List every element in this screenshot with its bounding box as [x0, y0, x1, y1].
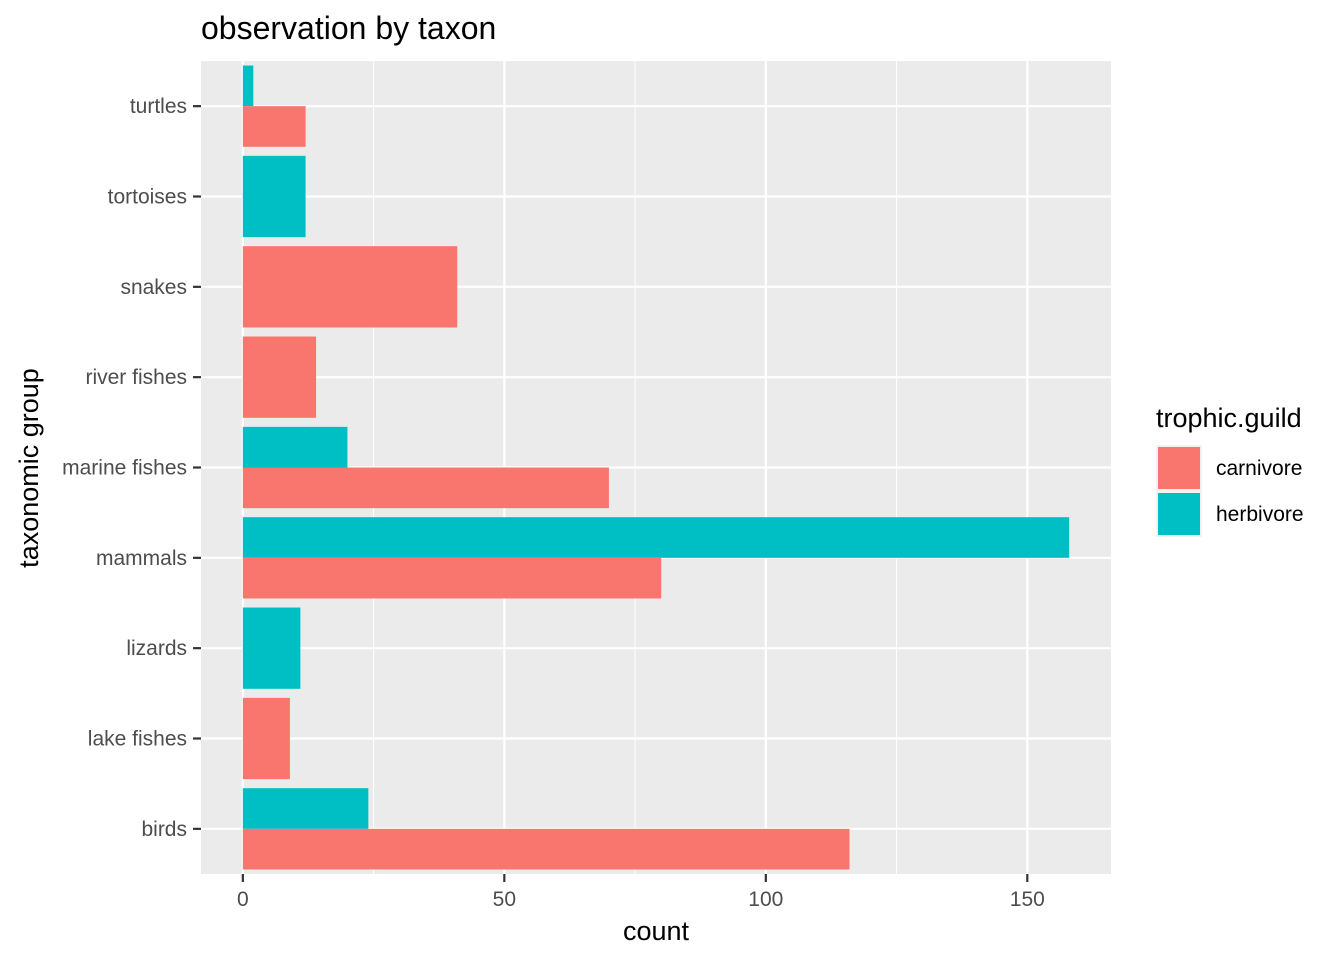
legend: trophic.guild carnivore herbivore — [1156, 403, 1304, 537]
y-tick-label: river fishes — [85, 366, 187, 389]
bar-herbivore-lizards — [242, 607, 301, 689]
y-tick-label: tortoises — [108, 186, 187, 209]
x-tick-label: 150 — [1010, 888, 1045, 911]
legend-swatch-herbivore — [1158, 493, 1200, 535]
y-axis-title: taxonomic group — [14, 368, 44, 568]
legend-title: trophic.guild — [1156, 403, 1302, 433]
y-tick-label: birds — [141, 818, 187, 841]
chart-title: observation by taxon — [201, 10, 496, 46]
x-tick-label: 50 — [493, 888, 516, 911]
bar-carnivore-marine-fishes — [242, 467, 609, 509]
bar-carnivore-snakes — [242, 246, 458, 328]
y-axis: birds lake fishes lizards mammals marine fis… — [62, 95, 201, 841]
bar-herbivore-tortoises — [242, 155, 306, 238]
legend-label-herbivore: herbivore — [1216, 503, 1304, 526]
bar-herbivore-mammals — [242, 517, 1070, 558]
legend-label-carnivore: carnivore — [1216, 457, 1302, 480]
bar-herbivore-turtles — [242, 65, 254, 107]
x-tick-label: 0 — [237, 888, 249, 911]
bar-herbivore-marine-fishes — [242, 426, 348, 468]
bar-carnivore-mammals — [242, 557, 662, 599]
bar-herbivore-birds — [242, 788, 369, 829]
y-tick-label: lizards — [126, 637, 187, 660]
bar-carnivore-turtles — [242, 106, 306, 147]
bar-carnivore-birds — [242, 828, 850, 870]
y-tick-label: snakes — [120, 276, 187, 299]
y-tick-label: mammals — [96, 547, 187, 570]
y-tick-label: lake fishes — [88, 728, 187, 751]
bar-carnivore-river-fishes — [242, 336, 317, 418]
x-axis: 0 50 100 150 — [237, 874, 1045, 911]
bar-carnivore-lake-fishes — [242, 697, 290, 780]
bars — [242, 65, 1070, 870]
x-tick-label: 100 — [748, 888, 783, 911]
legend-swatch-carnivore — [1158, 447, 1200, 489]
x-axis-title: count — [623, 916, 690, 946]
y-tick-label: marine fishes — [62, 457, 187, 480]
y-tick-label: turtles — [130, 95, 187, 118]
